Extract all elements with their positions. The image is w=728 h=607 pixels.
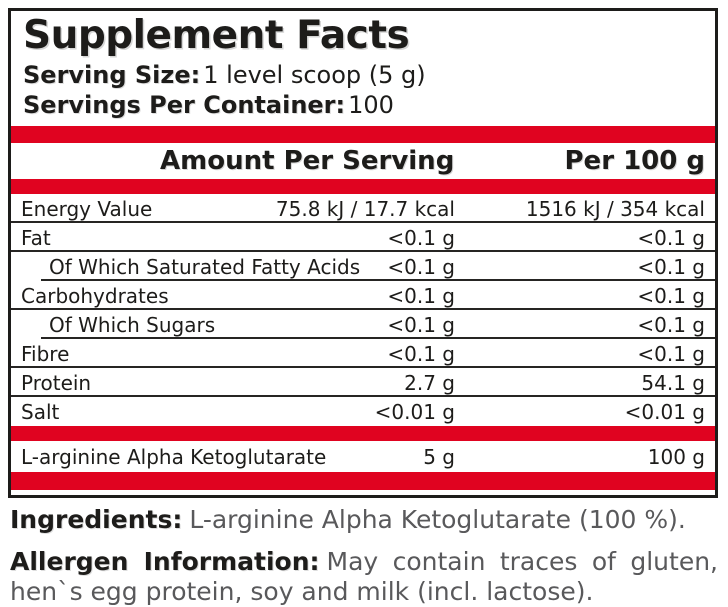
ingredients-line: Ingredients: L-arginine Alpha Ketoglutara… [10, 505, 718, 535]
nutrient-amount: <0.01 g [374, 399, 455, 424]
row-l-arginine-akg: L-arginine Alpha Ketoglutarate 5 g 100 g [11, 441, 715, 472]
nutrient-per100: <0.1 g [637, 312, 705, 337]
nutrient-name: L-arginine Alpha Ketoglutarate [21, 444, 327, 469]
allergen-line-2: hen`s egg protein, soy and milk (incl. l… [10, 577, 594, 606]
row-sugars: Of Which Sugars <0.1 g <0.1 g [11, 310, 715, 339]
nutrient-amount: <0.1 g [387, 312, 455, 337]
column-header-row: Amount Per Serving Per 100 g [11, 143, 715, 179]
row-fibre: Fibre <0.1 g <0.1 g [11, 339, 715, 368]
row-carbohydrates: Carbohydrates <0.1 g <0.1 g [11, 281, 715, 310]
row-energy-value: Energy Value 75.8 kJ / 17.7 kcal 1516 kJ… [11, 194, 715, 223]
divider-bar-bottom [11, 472, 715, 490]
nutrient-name: Of Which Sugars [49, 312, 216, 337]
nutrient-amount: 75.8 kJ / 17.7 kcal [275, 196, 455, 221]
servings-per-container-label: Servings Per Container: [23, 91, 346, 119]
nutrient-per100: <0.1 g [637, 341, 705, 366]
nutrient-amount: <0.1 g [387, 341, 455, 366]
nutrient-per100: <0.1 g [637, 254, 705, 279]
ingredients-label: Ingredients: [10, 505, 183, 534]
nutrient-name: Fat [21, 225, 51, 250]
divider-bar-top [11, 126, 715, 143]
footer-text-block: Ingredients: L-arginine Alpha Ketoglutara… [10, 505, 718, 607]
row-salt: Salt <0.01 g <0.01 g [11, 397, 715, 426]
divider-bar-header [11, 179, 715, 194]
nutrient-per100: 1516 kJ / 354 kcal [525, 196, 705, 221]
amount-per-serving-header: Amount Per Serving [160, 146, 455, 176]
nutrient-amount: 5 g [423, 444, 455, 469]
nutrient-name: Salt [21, 399, 60, 424]
nutrient-amount: <0.1 g [387, 254, 455, 279]
nutrient-per100: <0.01 g [624, 399, 705, 424]
nutrient-amount: <0.1 g [387, 283, 455, 308]
nutrient-name: Energy Value [21, 196, 153, 221]
nutrient-per100: <0.1 g [637, 225, 705, 250]
nutrient-name: Carbohydrates [21, 283, 169, 308]
per-100g-header: Per 100 g [564, 146, 706, 176]
row-saturated-fatty-acids: Of Which Saturated Fatty Acids <0.1 g <0… [11, 252, 715, 281]
divider-bar-mid [11, 426, 715, 441]
allergen-label: Allergen Information: [10, 547, 320, 576]
nutrient-per100: <0.1 g [637, 283, 705, 308]
ingredients-text: L-arginine Alpha Ketoglutarate (100 %). [189, 505, 686, 534]
nutrient-name: Of Which Saturated Fatty Acids [49, 254, 361, 279]
supplement-facts-panel: Supplement Facts Serving Size: 1 level sc… [8, 8, 718, 498]
panel-title: Supplement Facts [23, 13, 410, 58]
servings-per-container-line: Servings Per Container: 100 [23, 92, 715, 119]
nutrient-name: Protein [21, 370, 92, 395]
serving-size-line: Serving Size: 1 level scoop (5 g) [23, 62, 715, 89]
serving-size-value: 1 level scoop (5 g) [203, 61, 426, 89]
servings-per-container-value: 100 [348, 91, 394, 119]
nutrient-amount: <0.1 g [387, 225, 455, 250]
allergen-text-line1: May contain traces of gluten, [326, 547, 719, 576]
serving-size-label: Serving Size: [23, 61, 201, 89]
nutrient-name: Fibre [21, 341, 70, 366]
nutrient-amount: 2.7 g [404, 370, 455, 395]
row-protein: Protein 2.7 g 54.1 g [11, 368, 715, 397]
row-fat: Fat <0.1 g <0.1 g [11, 223, 715, 252]
allergen-line-1: Allergen Information: May contain traces … [10, 547, 718, 577]
nutrient-per100: 100 g [647, 444, 705, 469]
nutrient-per100: 54.1 g [641, 370, 705, 395]
